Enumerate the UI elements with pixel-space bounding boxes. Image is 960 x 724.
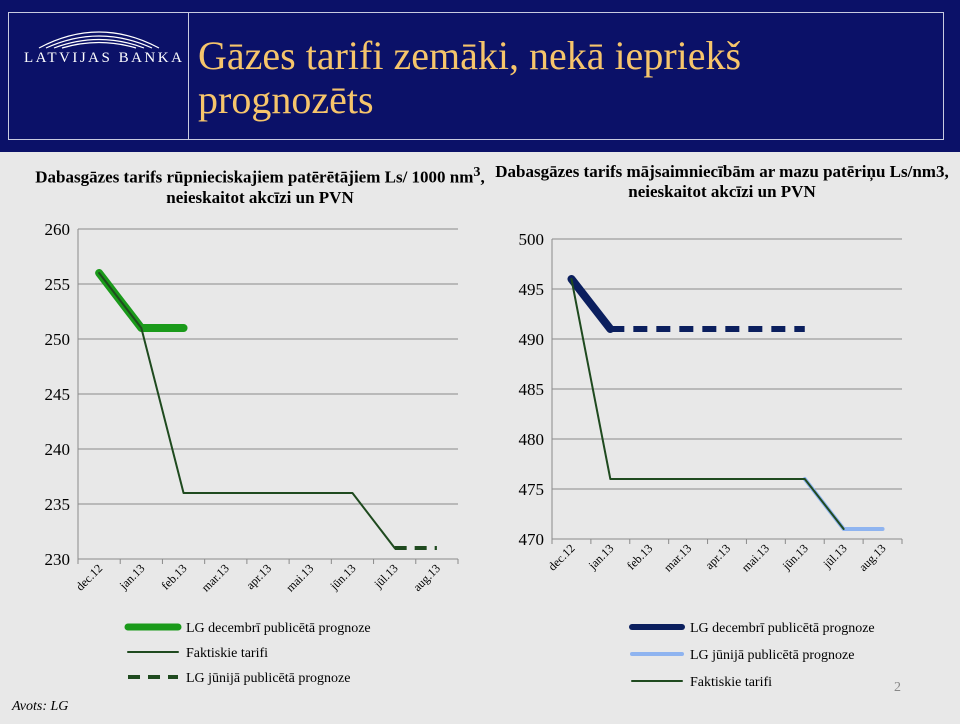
slide-header: LATVIJAS BANKA Gāzes tarifi zemāki, nekā… <box>0 0 960 152</box>
y-tick-label: 470 <box>519 530 545 549</box>
y-tick-label: 240 <box>45 440 71 459</box>
x-tick-label: jūn.13 <box>779 541 811 573</box>
y-tick-label: 480 <box>519 430 545 449</box>
header-divider <box>188 12 189 140</box>
y-tick-label: 490 <box>519 330 545 349</box>
x-tick-label: feb.13 <box>624 541 655 572</box>
x-tick-label: apr.13 <box>243 561 274 592</box>
x-tick-label: mar.13 <box>661 541 694 574</box>
series-line-1 <box>98 272 396 549</box>
series-line-2 <box>570 278 845 530</box>
x-tick-label: jūn.13 <box>327 561 359 593</box>
bank-name: LATVIJAS BANKA <box>24 50 185 66</box>
legend-label-1: LG jūnijā publicētā prognoze <box>690 648 854 663</box>
x-tick-label: jūl.13 <box>371 561 401 591</box>
chart2-title: Dabasgāzes tarifs mājsaimniecībām ar maz… <box>495 162 949 201</box>
series-line-0 <box>567 275 615 333</box>
y-tick-label: 500 <box>519 230 545 249</box>
x-tick-label: dec.12 <box>545 541 577 573</box>
x-tick-label: jan.13 <box>585 541 617 573</box>
x-tick-label: dec.12 <box>73 561 105 593</box>
legend-label-2: LG jūnijā publicētā prognoze <box>186 671 350 686</box>
source-note: Avots: LG <box>12 699 69 714</box>
x-tick-label: mai.13 <box>739 541 772 574</box>
legend-label-0: LG decembrī publicētā prognoze <box>690 621 875 636</box>
x-tick-label: mai.13 <box>283 561 316 594</box>
y-tick-label: 245 <box>45 385 71 404</box>
legend-label-2: Faktiskie tarifi <box>690 675 772 690</box>
y-tick-label: 250 <box>45 330 71 349</box>
legend-label-1: Faktiskie tarifi <box>186 646 268 661</box>
y-tick-label: 235 <box>45 495 71 514</box>
bank-logo-icon <box>38 31 160 49</box>
header-frame <box>8 12 944 140</box>
x-tick-label: aug.13 <box>856 541 889 574</box>
chart1-title: Dabasgāzes tarifs rūpnieciskajiem patērē… <box>35 164 485 207</box>
x-tick-label: jan.13 <box>116 561 148 593</box>
slide-title: Gāzes tarifi zemāki, nekā iepriekš progn… <box>198 33 742 122</box>
x-tick-label: aug.13 <box>410 561 443 594</box>
x-tick-label: mar.13 <box>199 561 232 594</box>
y-tick-label: 485 <box>519 380 545 399</box>
x-tick-label: feb.13 <box>158 561 189 592</box>
series-line-1 <box>802 477 885 531</box>
x-tick-label: jūl.13 <box>820 541 850 571</box>
x-tick-label: apr.13 <box>702 541 733 572</box>
y-tick-label: 255 <box>45 275 71 294</box>
y-tick-label: 475 <box>519 480 545 499</box>
page-number: 2 <box>894 680 901 695</box>
y-tick-label: 260 <box>45 220 71 239</box>
series-line-0 <box>95 269 188 332</box>
legend-label-0: LG decembrī publicētā prognoze <box>186 621 371 636</box>
y-tick-label: 495 <box>519 280 545 299</box>
y-tick-label: 230 <box>45 550 71 569</box>
